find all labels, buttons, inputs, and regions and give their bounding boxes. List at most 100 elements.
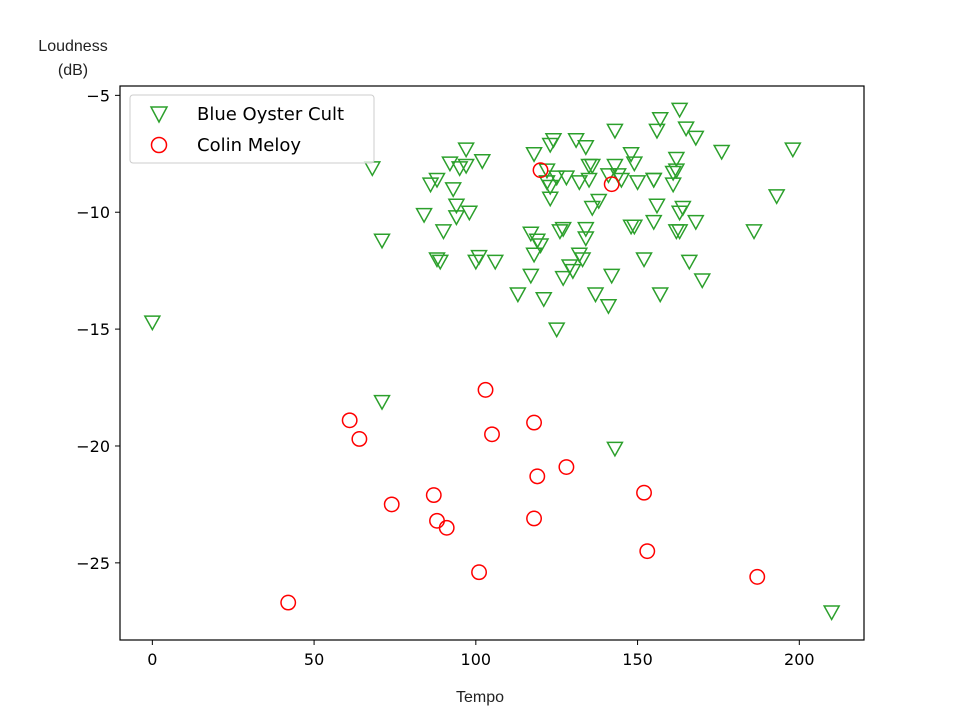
x-axis-label: Tempo [456,689,504,706]
blue-oyster-cult-point [428,172,446,189]
x-tick-label: 0 [147,650,157,669]
blue-oyster-cult-point [547,170,566,187]
blue-oyster-cult-point [667,163,686,180]
blue-oyster-cult-point [373,394,391,411]
blue-oyster-cult-point [421,177,440,194]
blue-oyster-cult-point [531,238,550,254]
x-tick-label: 100 [461,650,492,669]
blue-oyster-cult-point [784,142,802,159]
blue-oyster-cult-point [534,291,553,308]
blue-oyster-cult-point [606,158,624,175]
blue-oyster-cult-point [554,270,572,287]
blue-oyster-cult-point [648,198,666,215]
blue-oyster-cult-point [670,224,689,240]
blue-oyster-cult-point [557,170,576,187]
y-axis-label-line2: (dB) [58,62,88,79]
colin-meloy-point [749,568,766,585]
colin-meloy-point [603,176,620,193]
blue-oyster-cult-point [677,121,695,138]
blue-oyster-cult-point [525,147,543,163]
blue-oyster-cult-point [644,214,663,231]
blue-oyster-cult-point [693,273,712,290]
blue-oyster-cult-point [431,254,450,271]
colin-meloy-point [636,484,652,501]
legend-triangle-icon [149,106,169,124]
blue-oyster-cult-point [577,221,595,238]
y-tick-label: −5 [86,86,110,105]
blue-oyster-cult-point [522,268,540,285]
blue-oyster-cult-point [544,133,563,149]
blue-oyster-cult-point [680,254,699,271]
blue-oyster-cult-point [583,200,602,217]
blue-oyster-cult-point [602,268,621,285]
blue-oyster-cult-point [551,224,569,240]
blue-oyster-cult-point [573,252,592,269]
colin-meloy-point [438,519,455,536]
x-axis: 0 50 100 150 200 [147,640,815,669]
blue-oyster-cult-point [470,249,488,266]
blue-oyster-cult-point [822,605,841,621]
blue-oyster-cult-point [648,123,666,140]
blue-oyster-cult-point [577,231,595,247]
blue-oyster-cult-point [525,247,543,264]
x-tick-label: 200 [784,650,815,669]
plot-frame [119,85,865,641]
blue-oyster-cult-point [651,287,669,304]
y-tick-label: −10 [76,203,110,222]
y-tick-label: −25 [76,554,110,573]
colin-meloy-point [558,459,575,475]
blue-oyster-cult-point [644,172,663,189]
legend: Blue Oyster Cult Colin Meloy [129,94,375,164]
blue-oyster-cult-point [745,224,763,240]
colin-meloy-point [526,510,543,527]
legend-label-colin-meloy: Colin Meloy [197,135,301,156]
colin-meloy-point [280,594,297,611]
blue-oyster-cult-point [415,207,433,224]
blue-oyster-cult-point [767,189,786,205]
data-marks [143,102,841,621]
blue-oyster-cult-point [687,130,705,147]
colin-meloy-point [532,162,549,179]
colin-meloy-point [351,431,368,447]
blue-oyster-cult-point [625,219,644,236]
blue-oyster-cult-point [486,254,505,271]
blue-oyster-cult-point [674,200,692,217]
blue-oyster-cult-point [580,172,598,189]
colin-meloy-point [529,468,546,485]
legend-circle-icon [150,136,168,154]
blue-oyster-cult-point [434,224,453,240]
colin-meloy-point [639,543,656,560]
blue-oyster-cult-point [444,182,462,198]
x-tick-label: 150 [622,650,653,669]
blue-oyster-cult-point [570,175,589,191]
blue-oyster-cult-point [664,165,682,182]
blue-oyster-cult-point [428,252,446,269]
blue-oyster-cult-point [599,168,618,184]
blue-oyster-cult-point [447,198,466,215]
colin-meloy-point [471,564,488,581]
blue-oyster-cult-point [687,214,705,231]
colin-meloy-point [526,414,543,431]
blue-oyster-cult-point [143,315,162,332]
y-tick-label: −15 [76,320,110,339]
y-axis-label-line1: Loudness [38,38,107,55]
colin-meloy-point [477,381,494,398]
blue-oyster-cult-point [599,298,618,315]
legend-box [129,94,375,164]
blue-oyster-cult-point [651,111,669,128]
colin-meloy-point [425,487,442,504]
x-tick-label: 50 [304,650,324,669]
colin-meloy-point [383,496,400,513]
y-axis: −25 −20 −15 −10 −5 [76,86,120,573]
y-tick-label: −20 [76,437,110,456]
colin-meloy-point [341,412,358,429]
blue-oyster-cult-point [541,179,560,196]
legend-label-blue-oyster-cult: Blue Oyster Cult [197,104,344,125]
blue-oyster-cult-point [541,191,560,208]
blue-oyster-cult-point [635,252,653,269]
blue-oyster-cult-point [554,221,572,238]
blue-oyster-cult-point [509,287,527,304]
blue-oyster-cult-point [547,322,566,339]
blue-oyster-cult-point [667,151,686,168]
